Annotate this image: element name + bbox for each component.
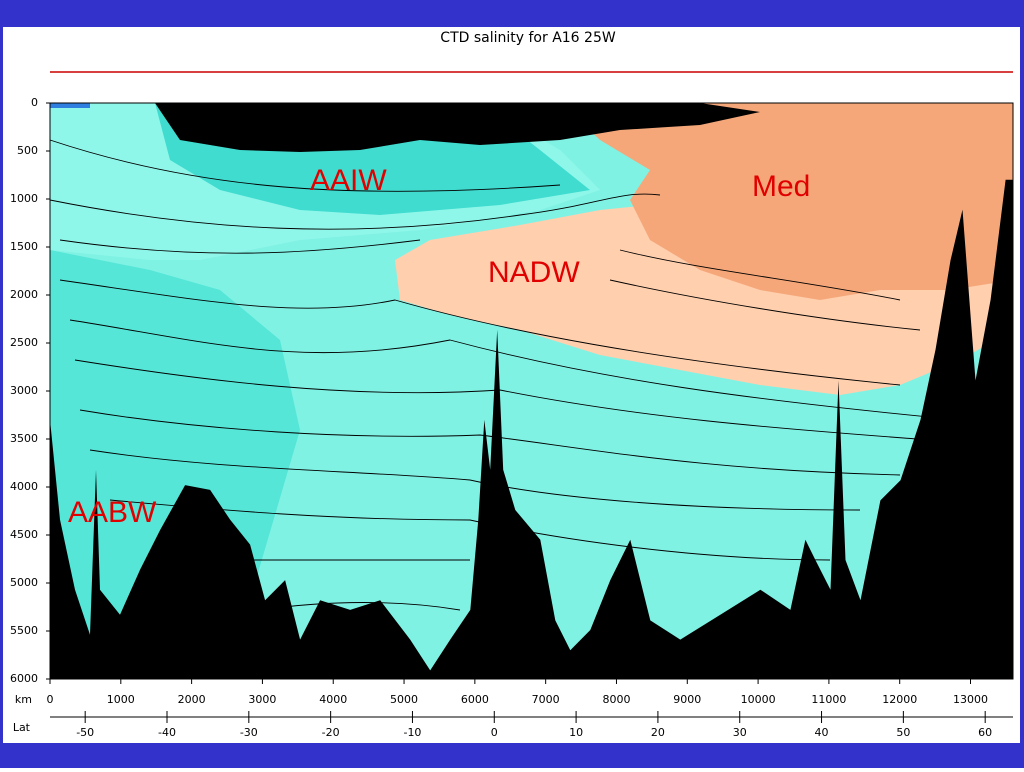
- x-axis-label: km: [15, 693, 32, 706]
- y-tick-label: 1500: [10, 240, 38, 253]
- x-tick-label: 3000: [248, 693, 276, 706]
- water-mass-label: AAIW: [310, 164, 387, 197]
- y-tick-label: 2000: [10, 288, 38, 301]
- y-tick-label: 1000: [10, 192, 38, 205]
- x2-tick-label: -50: [76, 726, 94, 739]
- x-tick-label: 8000: [602, 693, 630, 706]
- salinity-zone: [50, 103, 90, 108]
- x2-tick-label: -10: [403, 726, 421, 739]
- x-tick-label: 11000: [811, 693, 846, 706]
- x2-tick-label: 50: [896, 726, 910, 739]
- x2-tick-label: 60: [978, 726, 992, 739]
- x-tick-label: 6000: [461, 693, 489, 706]
- y-tick-label: 0: [31, 96, 38, 109]
- x-tick-label: 9000: [673, 693, 701, 706]
- x-tick-label: 10000: [741, 693, 776, 706]
- x2-tick-label: 20: [651, 726, 665, 739]
- x2-tick-label: 30: [733, 726, 747, 739]
- water-mass-label: AABW: [68, 496, 157, 529]
- x2-tick-label: -20: [322, 726, 340, 739]
- x2-tick-label: -30: [240, 726, 258, 739]
- x2-tick-label: 0: [491, 726, 498, 739]
- seafloor: [50, 179, 1013, 680]
- y-tick-label: 3000: [10, 384, 38, 397]
- annotations: AAIW NADW Med AABW: [68, 164, 810, 529]
- contours: [49, 139, 961, 611]
- x-tick-label: 5000: [390, 693, 418, 706]
- y-tick-label: 5000: [10, 576, 38, 589]
- y-tick-label: 500: [17, 144, 38, 157]
- x2-tick-label: -40: [158, 726, 176, 739]
- surface-layer: [155, 103, 760, 152]
- x2-tick-label: 40: [815, 726, 829, 739]
- chart-title: CTD salinity for A16 25W: [440, 30, 616, 46]
- x-tick-label: 4000: [319, 693, 347, 706]
- plot-area: [49, 103, 1013, 680]
- y-tick-label: 5500: [10, 624, 38, 637]
- water-mass-label: Med: [752, 170, 810, 203]
- y-tick-label: 3500: [10, 432, 38, 445]
- x-tick-label: 12000: [882, 693, 917, 706]
- x2-axis-label: Lat: [13, 721, 31, 734]
- y-tick-label: 6000: [10, 672, 38, 685]
- water-mass-label: NADW: [488, 256, 580, 289]
- x2-tick-label: 10: [569, 726, 583, 739]
- y-tick-label: 2500: [10, 336, 38, 349]
- x-tick-label: 1000: [107, 693, 135, 706]
- x-tick-label: 13000: [953, 693, 988, 706]
- salinity-zone: [560, 103, 1013, 300]
- x-tick-label: 0: [47, 693, 54, 706]
- y-tick-label: 4000: [10, 480, 38, 493]
- y-tick-label: 4500: [10, 528, 38, 541]
- x-tick-label: 2000: [178, 693, 206, 706]
- x-tick-label: 7000: [532, 693, 560, 706]
